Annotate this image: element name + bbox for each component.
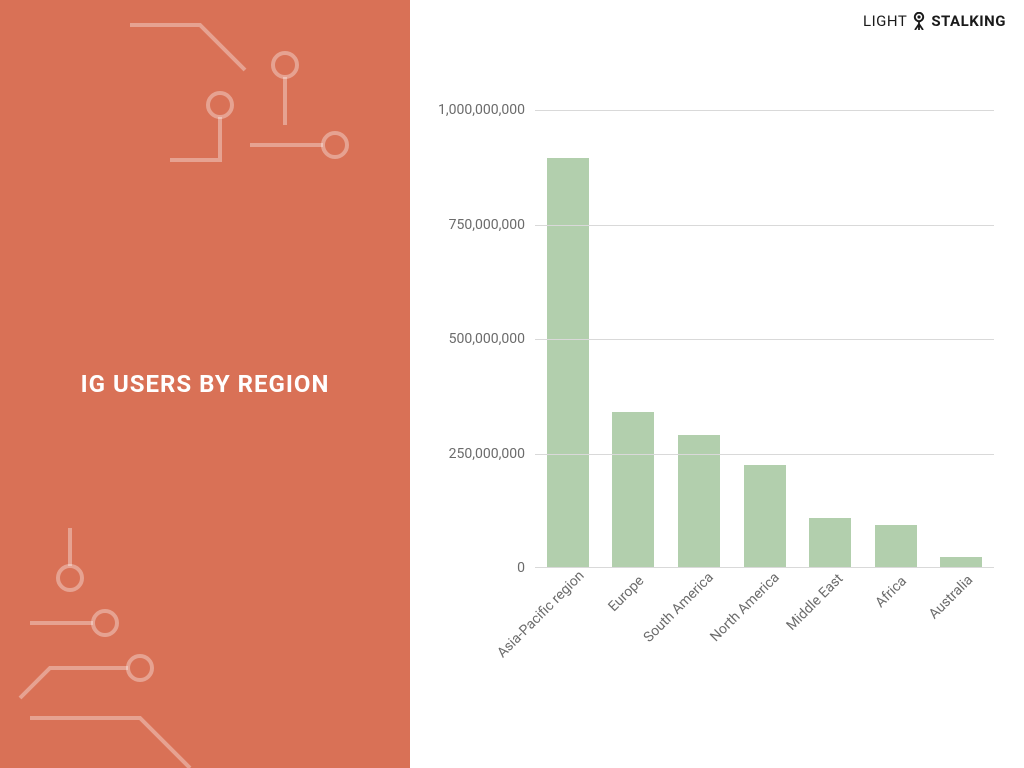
sidebar-decoration-bottom: [0, 518, 410, 768]
y-tick-label: 250,000,000: [449, 446, 525, 462]
x-tick-label: Asia-Pacific region: [494, 568, 587, 661]
page: IG USERS BY REGION LIGHT STALKING 0250,0…: [0, 0, 1024, 768]
sidebar-decoration-top: [0, 0, 410, 290]
camera-tripod-icon: [911, 12, 927, 30]
grid-line: [535, 339, 994, 340]
bar: [612, 412, 654, 568]
y-tick-label: 500,000,000: [449, 331, 525, 347]
bar: [678, 435, 720, 568]
x-label-slot: North America: [732, 568, 798, 688]
bar: [547, 158, 589, 568]
y-tick-label: 750,000,000: [449, 217, 525, 233]
grid-line: [535, 454, 994, 455]
plot-area: 0250,000,000500,000,000750,000,0001,000,…: [535, 110, 994, 568]
brand-part1: LIGHT: [863, 12, 907, 30]
bar: [744, 465, 786, 568]
x-label-slot: Asia-Pacific region: [535, 568, 601, 688]
sidebar-title: IG USERS BY REGION: [51, 370, 360, 398]
x-tick-label: Europe: [606, 573, 648, 615]
x-labels: Asia-Pacific regionEuropeSouth AmericaNo…: [535, 568, 994, 688]
x-tick-label: Africa: [872, 573, 910, 611]
bar: [875, 525, 917, 569]
grid-line: [535, 225, 994, 226]
brand-part2: STALKING: [931, 12, 1006, 30]
bar: [809, 518, 851, 568]
x-label-slot: Australia: [928, 568, 994, 688]
sidebar: IG USERS BY REGION: [0, 0, 410, 768]
x-label-slot: Africa: [863, 568, 929, 688]
y-tick-label: 0: [517, 560, 525, 576]
brand-logo: LIGHT STALKING: [863, 12, 1006, 30]
x-tick-label: Australia: [926, 572, 976, 622]
bar-chart: 0250,000,000500,000,000750,000,0001,000,…: [420, 110, 1004, 688]
grid-line: [535, 110, 994, 111]
x-label-slot: Middle East: [797, 568, 863, 688]
y-tick-label: 1,000,000,000: [438, 102, 525, 118]
main-panel: LIGHT STALKING 0250,000,000500,000,00075…: [410, 0, 1024, 768]
